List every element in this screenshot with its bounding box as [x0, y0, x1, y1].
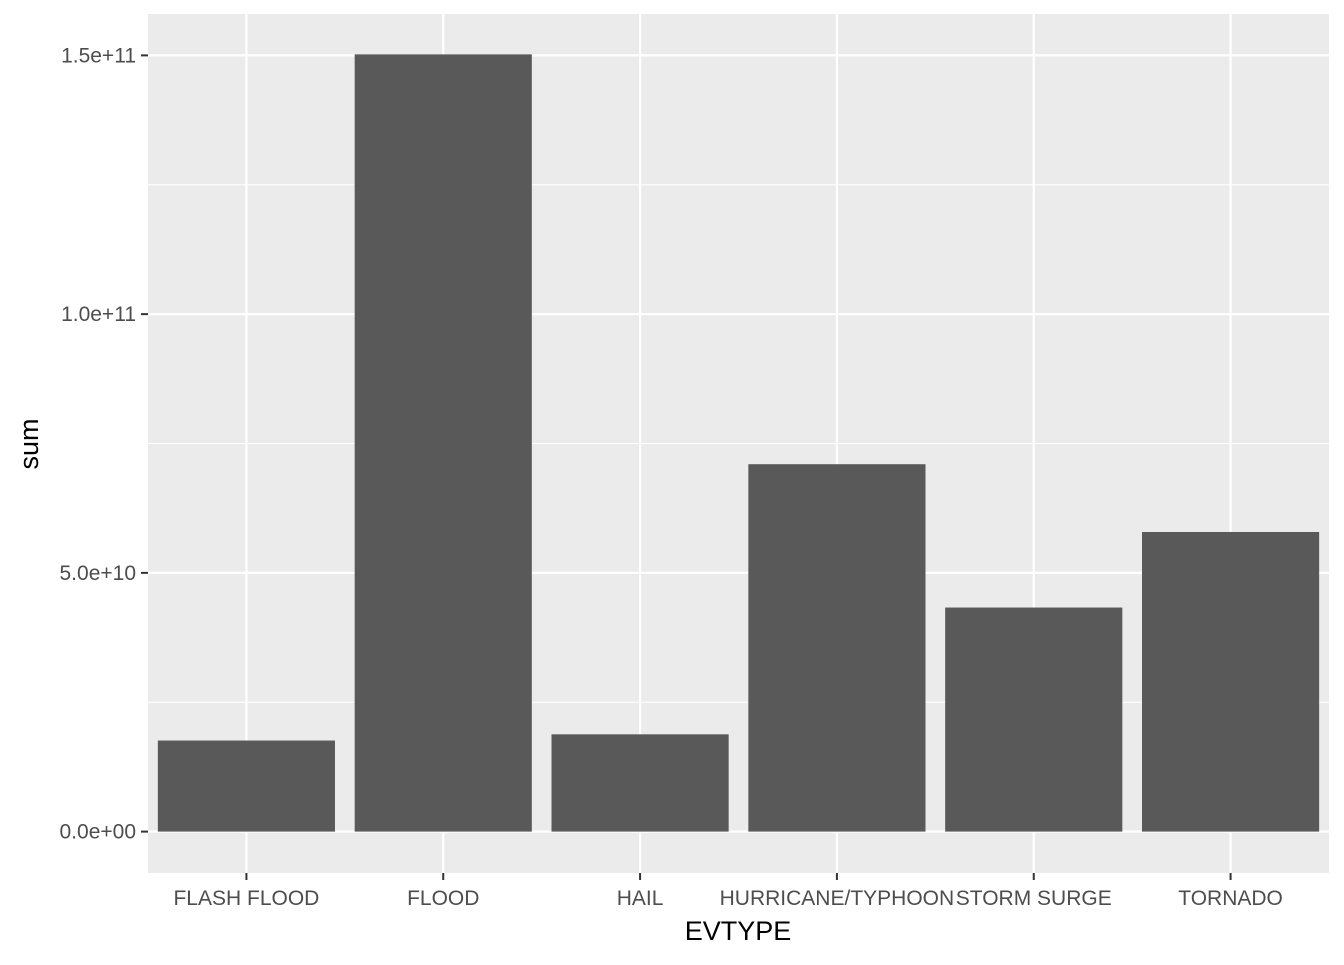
y-tick-label: 1.5e+11: [61, 44, 136, 67]
bar: [551, 734, 729, 832]
y-axis-title: sum: [14, 418, 44, 469]
x-tick-label: FLASH FLOOD: [173, 887, 319, 910]
x-tick-label: TORNADO: [1178, 887, 1283, 910]
y-tick-label: 1.0e+11: [61, 303, 136, 326]
x-tick-label: HURRICANE/TYPHOON: [720, 887, 955, 910]
x-axis-ticks: FLASH FLOOD FLOOD HAIL HURRICANE/TYPHOON STO…: [173, 873, 1283, 910]
bar: [157, 740, 335, 832]
x-axis-title: EVTYPE: [685, 916, 792, 946]
bar: [1142, 531, 1320, 832]
y-tick-label: 5.0e+10: [60, 562, 137, 585]
x-tick-label: FLOOD: [407, 887, 479, 910]
y-axis-ticks: 0.0e+00 5.0e+10 1.0e+11 1.5e+11: [60, 44, 148, 844]
y-tick-label: 0.0e+00: [60, 821, 137, 844]
x-tick-label: HAIL: [617, 887, 664, 910]
bars: [157, 54, 1320, 832]
bar: [945, 607, 1123, 832]
bar: [354, 54, 532, 832]
minor-gridlines: [148, 184, 1329, 703]
x-tick-label: STORM SURGE: [956, 887, 1112, 910]
bar: [748, 464, 926, 832]
